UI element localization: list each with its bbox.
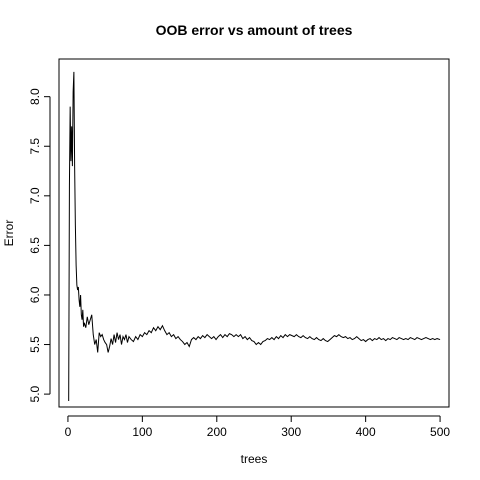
x-tick-label: 400: [356, 425, 376, 439]
series-line: [68, 71, 441, 402]
y-tick-label: 6.5: [28, 237, 42, 254]
x-tick-label: 500: [430, 425, 450, 439]
y-tick-label: 7.5: [28, 138, 42, 155]
y-tick-label: 5.0: [28, 385, 42, 402]
plot-frame: [58, 58, 450, 408]
x-tick-label: 200: [207, 425, 227, 439]
x-tick-label: 300: [281, 425, 301, 439]
chart-title: OOB error vs amount of trees: [156, 22, 353, 38]
x-tick-label: 0: [65, 425, 72, 439]
y-tick-label: 7.0: [28, 187, 42, 204]
x-axis-label: trees: [241, 452, 268, 466]
y-tick-label: 5.5: [28, 336, 42, 353]
y-axis: 5.0 5.5 6.0 6.5 7.0 7.5 8.0: [28, 88, 51, 402]
x-axis: 0 100 200 300 400 500: [65, 415, 450, 439]
y-tick-label: 6.0: [28, 286, 42, 303]
y-axis-label: Error: [2, 220, 16, 247]
y-tick-label: 8.0: [28, 88, 42, 105]
x-tick-label: 100: [132, 425, 152, 439]
